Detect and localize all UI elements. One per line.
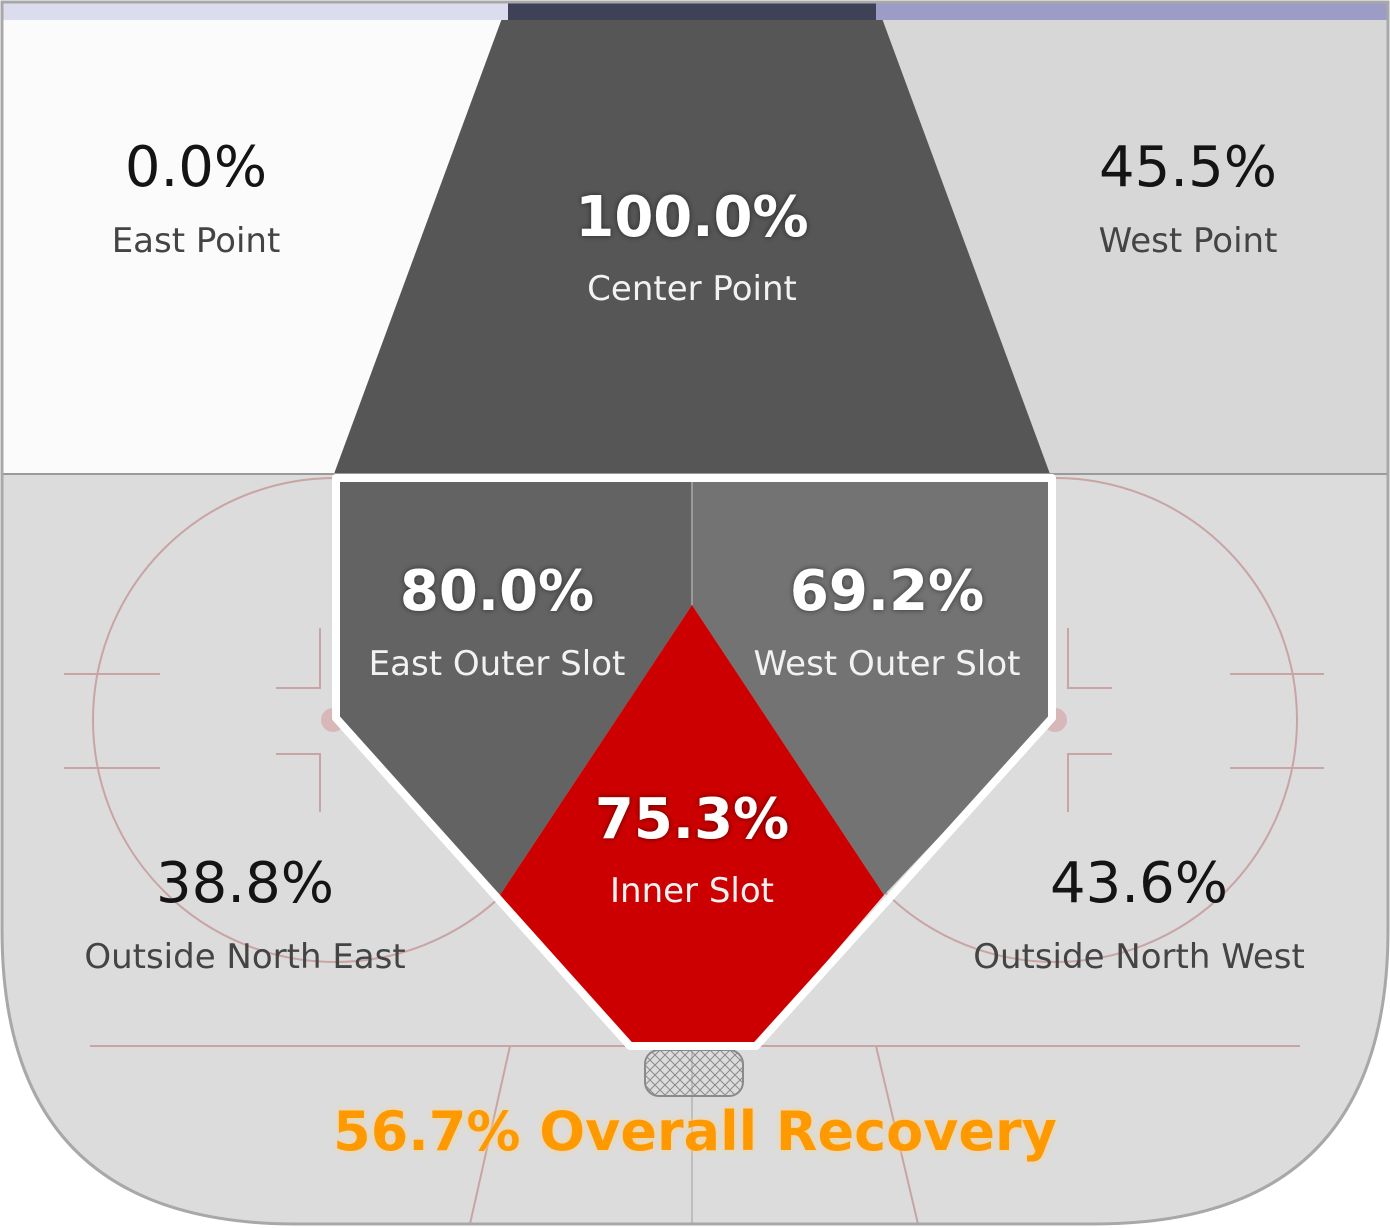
west-outer-slot-label: West Outer Slot [754,644,1021,684]
top-bar-center [508,2,876,20]
west-point-value: 45.5% [1099,135,1277,200]
zone-west-point[interactable] [876,2,1388,474]
inner-slot-value: 75.3% [595,787,789,852]
top-bar-west [876,2,1388,20]
outside-north-east-value: 38.8% [156,851,334,916]
outside-north-west-value: 43.6% [1050,851,1228,916]
zone-inner-slot[interactable] [500,605,884,1044]
inner-slot-label: Inner Slot [610,871,774,911]
outside-north-west-label: Outside North West [973,937,1305,977]
zone-center-point[interactable] [334,2,1050,474]
overall-recovery: 56.7% Overall Recovery [333,1100,1057,1163]
slot-outline [332,474,1056,1050]
west-outer-slot-value: 69.2% [790,559,984,624]
zone-west-outer-slot[interactable] [692,478,1052,895]
east-point-value: 0.0% [125,135,267,200]
goal-net-icon [644,1049,744,1097]
center-point-label: Center Point [587,269,797,309]
east-point-label: East Point [112,221,281,261]
zone-east-outer-slot[interactable] [336,478,692,895]
center-point-value: 100.0% [575,185,808,250]
top-bar-east [2,2,508,20]
west-point-label: West Point [1099,221,1278,261]
outside-north-east-label: Outside North East [84,937,405,977]
east-outer-slot-label: East Outer Slot [369,644,626,684]
zone-east-point[interactable] [2,2,508,474]
east-outer-slot-value: 80.0% [400,559,594,624]
